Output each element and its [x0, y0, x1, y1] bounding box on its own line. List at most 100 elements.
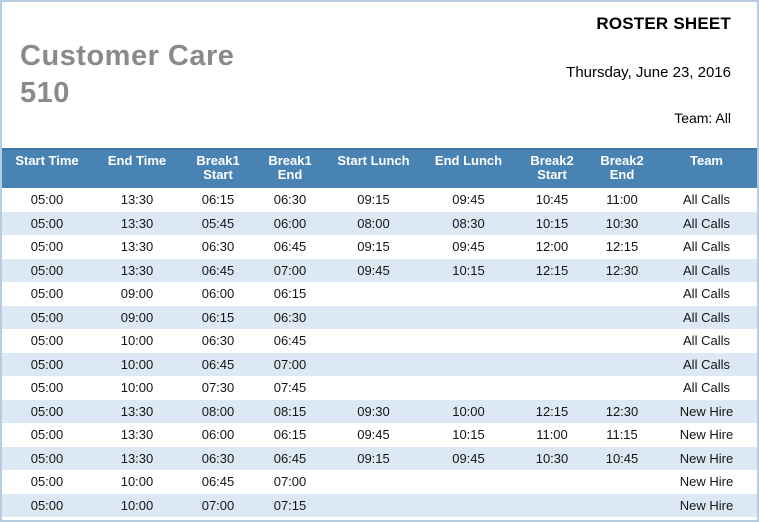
column-header: Break1 End [254, 148, 326, 188]
cell [326, 494, 421, 518]
cell: 09:30 [357, 403, 390, 419]
roster-table: Start Time End Time Break1 Start Break1 End… [2, 148, 757, 517]
cell: 07:15 [273, 497, 307, 513]
cell: All Calls [683, 239, 730, 255]
cell: 10:30 [605, 215, 639, 231]
cell: New Hire [679, 403, 734, 419]
cell: 07:45 [273, 380, 307, 396]
cell: 06:45 [273, 239, 307, 255]
cell [516, 470, 588, 494]
cell: All Calls [683, 356, 730, 372]
table-row: 05:00 10:00 06:45 07:00 New Hire [2, 470, 757, 494]
table-row: 05:00 10:00 07:30 07:45 All Calls [2, 376, 757, 400]
cell [588, 306, 656, 330]
cell: 12:15 [535, 403, 569, 419]
cell: 06:30 [273, 192, 307, 208]
table-row: 05:00 10:00 06:45 07:00 All Calls [2, 352, 757, 377]
cell [588, 376, 656, 400]
cell [588, 470, 656, 494]
cell: 13:30 [120, 403, 154, 419]
cell: 05:00 [30, 239, 64, 255]
cell: 09:00 [120, 309, 154, 325]
cell [421, 282, 516, 306]
cell [326, 376, 421, 400]
cell: 05:00 [30, 403, 64, 419]
table-row: 05:00 09:00 06:15 06:30 All Calls [2, 305, 757, 330]
cell [588, 353, 656, 377]
cell [421, 376, 516, 400]
cell: New Hire [679, 450, 734, 466]
roster-table-body: 05:00 13:30 06:15 06:30 09:15 09:45 10:45 11:00… [2, 188, 757, 517]
cell: 09:15 [357, 239, 390, 255]
cell [588, 329, 656, 353]
cell [421, 306, 516, 330]
cell: 05:00 [30, 333, 64, 349]
cell: 10:15 [452, 427, 485, 443]
table-row: 05:00 10:00 07:00 07:15 New Hire [2, 493, 757, 518]
cell: 06:30 [201, 450, 235, 466]
column-header: Break2 End [588, 148, 656, 188]
cell [421, 494, 516, 518]
table-row: 05:00 13:30 06:15 06:30 09:15 09:45 10:45 11:00… [2, 188, 757, 212]
cell [326, 282, 421, 306]
table-row: 05:00 13:30 06:00 06:15 09:45 10:15 11:00 11:15… [2, 423, 757, 447]
cell: 05:00 [30, 356, 64, 372]
cell [326, 470, 421, 494]
cell: 12:00 [535, 239, 569, 255]
cell: 10:00 [452, 403, 485, 419]
cell: 09:00 [120, 286, 154, 302]
report-title: ROSTER SHEET [596, 14, 731, 33]
column-header: Team [656, 148, 757, 188]
cell: 13:30 [120, 215, 154, 231]
column-header: Break2 Start [516, 148, 588, 188]
team-filter-label: Team: All [674, 110, 731, 126]
cell [421, 329, 516, 353]
cell: 07:00 [201, 497, 235, 513]
cell: 06:00 [201, 286, 235, 302]
cell: 07:00 [273, 356, 307, 372]
cell: 05:45 [201, 215, 235, 231]
roster-table-header: Start Time End Time Break1 Start Break1 End… [2, 148, 757, 188]
column-header: Break1 Start [182, 148, 254, 188]
cell: 06:30 [201, 333, 235, 349]
cell: 12:30 [605, 403, 639, 419]
column-header: Start Lunch [326, 148, 421, 188]
cell: 13:30 [120, 450, 154, 466]
cell: New Hire [679, 497, 734, 513]
cell: 06:45 [273, 450, 307, 466]
cell: 06:45 [201, 474, 235, 490]
table-row: 05:00 13:30 05:45 06:00 08:00 08:30 10:15 10:30… [2, 211, 757, 235]
cell [421, 470, 516, 494]
cell: All Calls [683, 333, 730, 349]
cell: 08:00 [201, 403, 235, 419]
report-date: Thursday, June 23, 2016 [566, 64, 731, 81]
cell: 10:30 [535, 450, 569, 466]
cell [421, 353, 516, 377]
cell [516, 329, 588, 353]
cell: 11:00 [606, 192, 638, 208]
cell: 09:45 [452, 192, 485, 208]
cell: 10:00 [120, 333, 154, 349]
cell: 05:00 [30, 450, 64, 466]
cell: 12:15 [605, 239, 639, 255]
cell: New Hire [679, 427, 734, 443]
cell: 06:30 [201, 239, 235, 255]
cell: 06:15 [201, 309, 235, 325]
cell [588, 494, 656, 518]
cell: 06:15 [201, 192, 235, 208]
column-header: Start Time [2, 148, 92, 188]
cell: All Calls [683, 380, 730, 396]
cell: All Calls [683, 262, 730, 278]
cell: 10:00 [120, 380, 154, 396]
cell: 10:45 [535, 192, 569, 208]
table-row: 05:00 10:00 06:30 06:45 All Calls [2, 329, 757, 353]
cell: New Hire [679, 474, 734, 490]
cell: 05:00 [30, 309, 64, 325]
cell: 12:30 [605, 262, 639, 278]
table-row: 05:00 13:30 08:00 08:15 09:30 10:00 12:15 12:30… [2, 399, 757, 423]
cell: 10:15 [452, 262, 485, 278]
cell: 08:00 [357, 215, 390, 231]
column-header: End Lunch [421, 148, 516, 188]
cell [516, 494, 588, 518]
